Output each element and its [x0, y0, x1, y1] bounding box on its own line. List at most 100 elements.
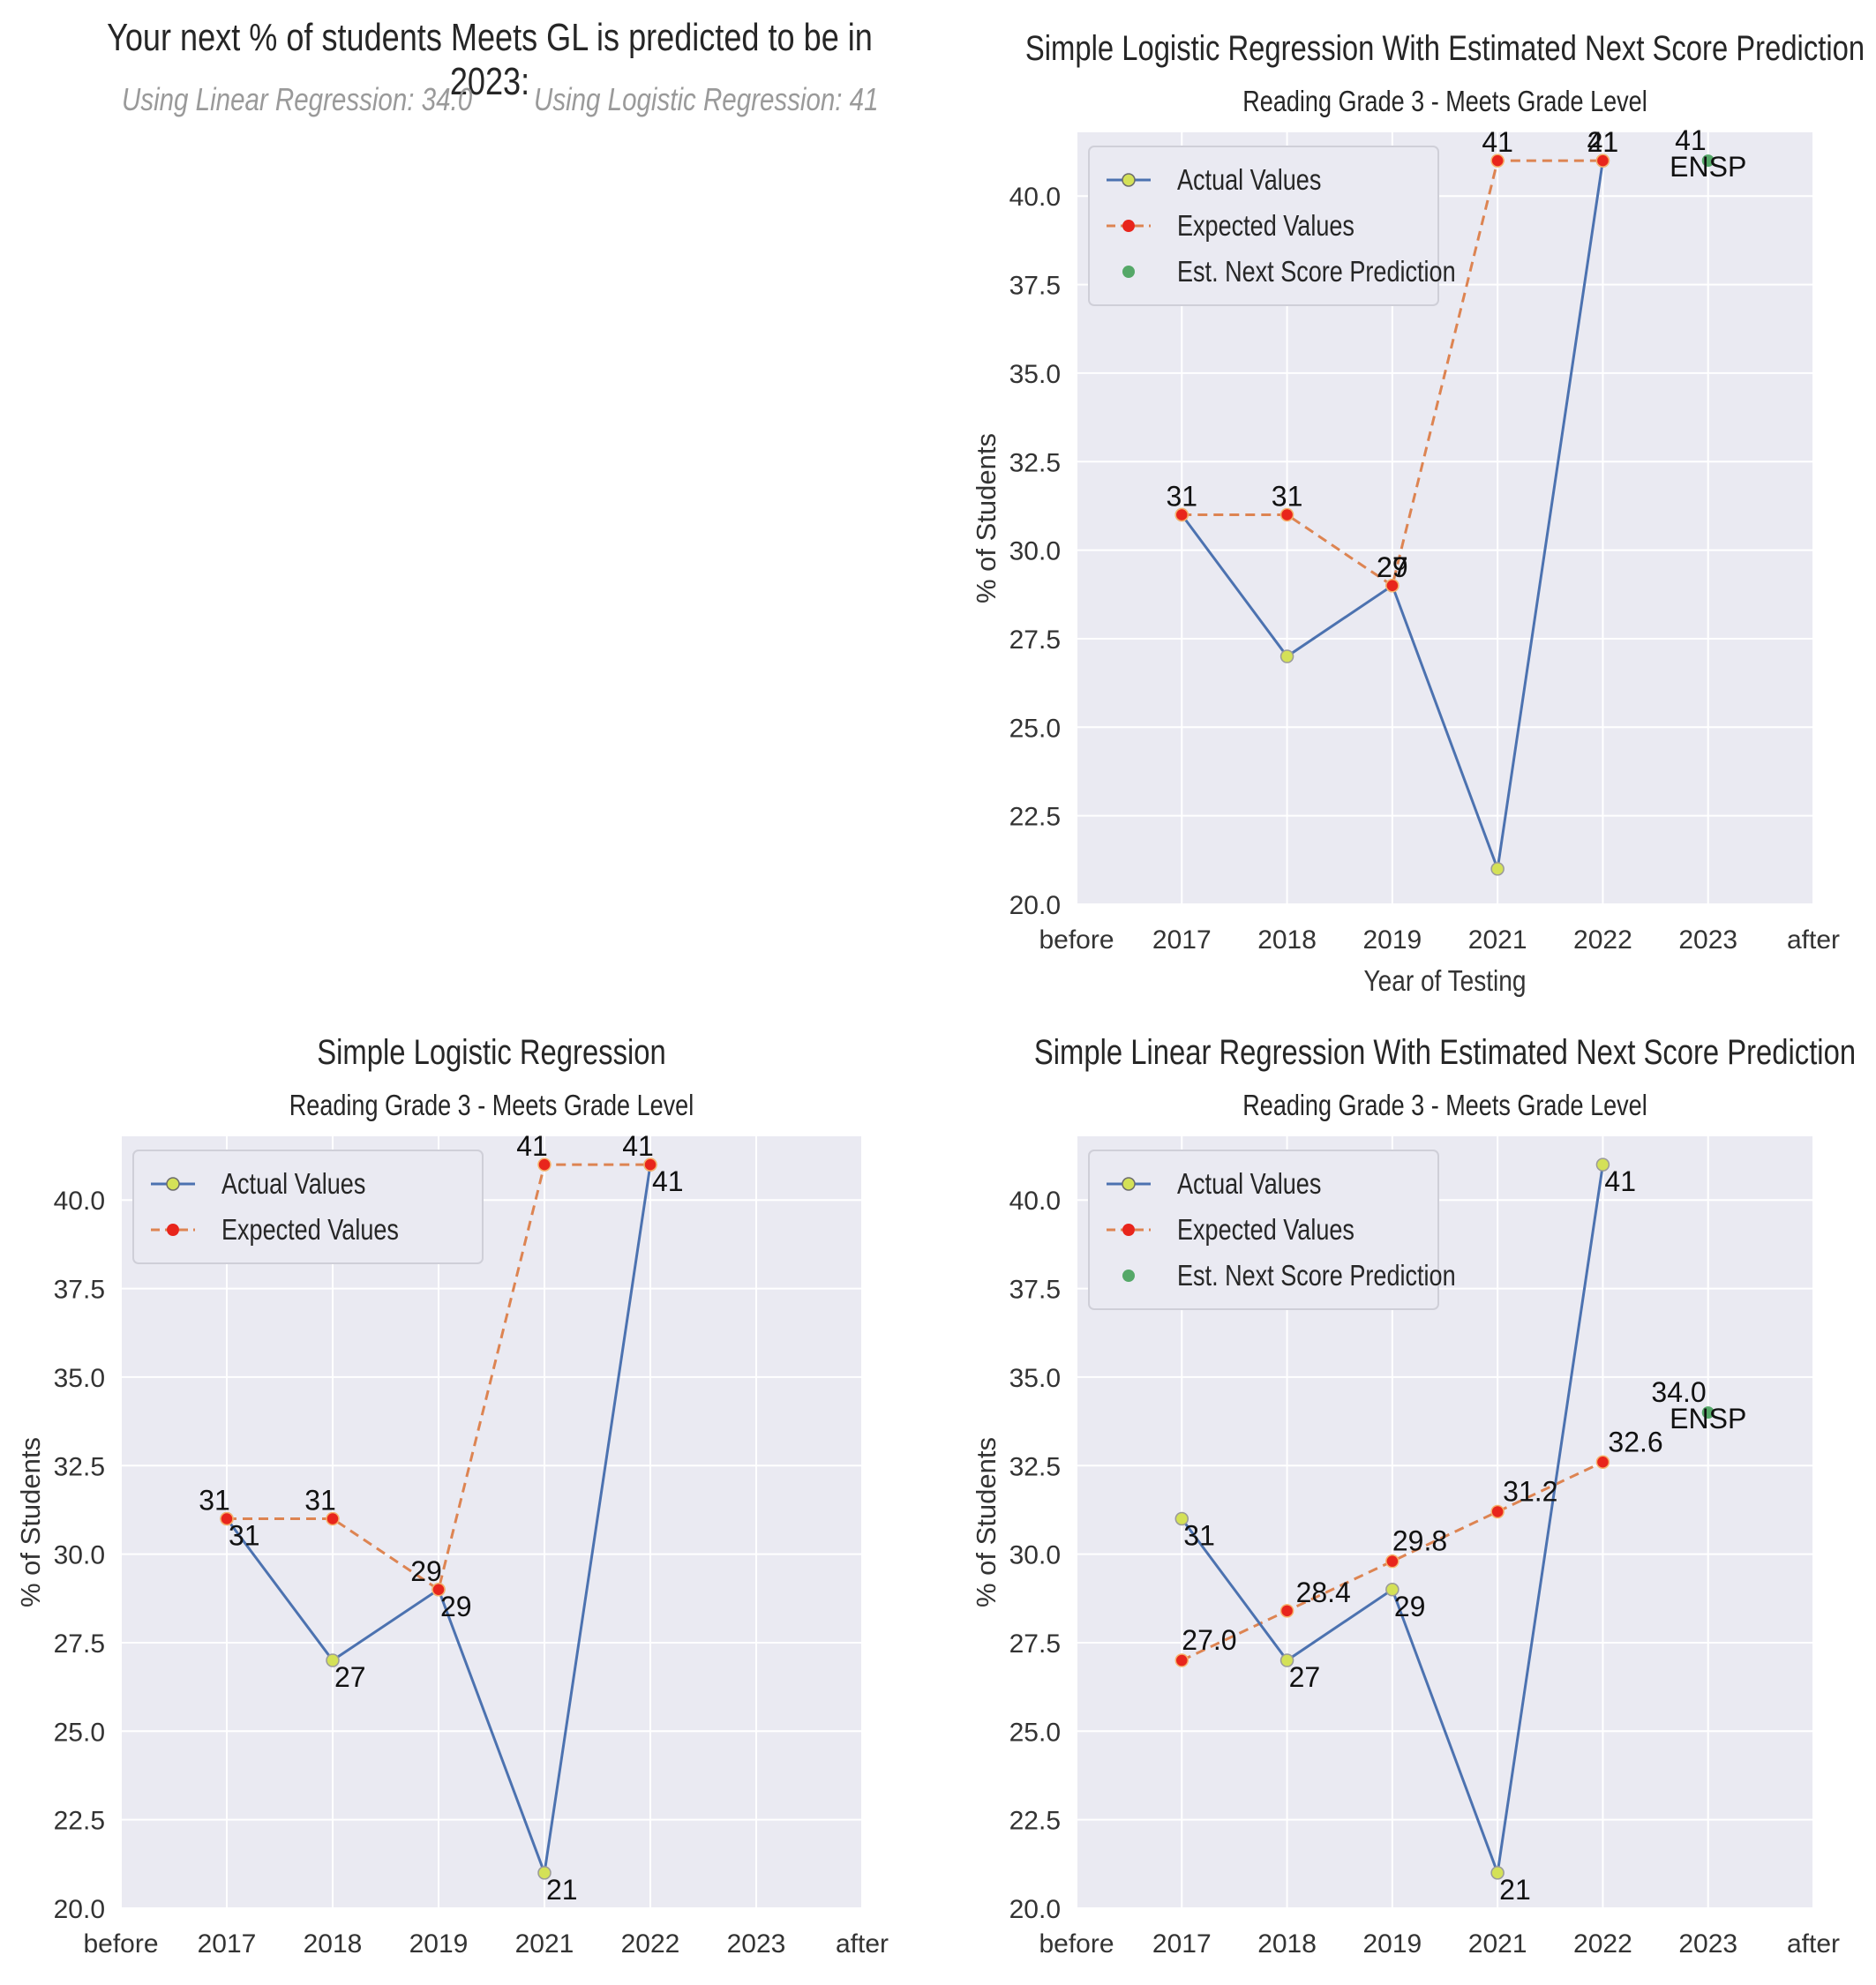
prediction-tag-label: ENSP: [1670, 151, 1746, 183]
expected-value-label: 41: [1587, 126, 1619, 158]
expected-value-label: 29.8: [1392, 1525, 1447, 1557]
y-axis-label: % of Students: [971, 1437, 1002, 1607]
actual-value-label: 29: [1394, 1591, 1426, 1622]
y-tick-label: 40.0: [1009, 183, 1061, 212]
actual-value-point: [1279, 649, 1294, 663]
y-tick-label: 35.0: [1009, 1364, 1061, 1393]
x-tick-label: 2018: [1257, 1929, 1317, 1959]
legend-label: Actual Values: [1177, 1169, 1321, 1201]
actual-value-label: 21: [1587, 126, 1619, 158]
y-tick-label: 22.5: [54, 1807, 105, 1836]
x-tick-label: after: [1787, 1929, 1840, 1959]
legend: Actual Values Expected Values Est. Next Sc…: [1088, 146, 1456, 306]
chart-subtitle: Reading Grade 3 - Meets Grade Level: [289, 1090, 694, 1122]
y-axis-label: % of Students: [15, 1437, 46, 1607]
x-tick-label: after: [836, 1929, 889, 1959]
legend-marker-prediction: [1122, 266, 1135, 278]
expected-value-point: [1595, 154, 1610, 168]
y-tick-label: 27.5: [1009, 1629, 1061, 1659]
y-tick-label: 35.0: [54, 1364, 105, 1393]
legend: Actual Values Expected Values: [132, 1150, 484, 1264]
actual-value-label: 31: [229, 1519, 260, 1551]
expected-value-point: [1279, 1604, 1294, 1618]
logistic-basic-chart: Simple Logistic Regression Reading Grade …: [15, 1032, 889, 1959]
linear-prediction-chart: Simple Linear Regression With Estimated …: [971, 1032, 1856, 1959]
legend-box: [1088, 146, 1439, 306]
legend-marker-prediction: [1122, 1270, 1135, 1282]
y-tick-label: 30.0: [1009, 537, 1061, 566]
expected-value-point: [1490, 1504, 1505, 1519]
legend-label: Actual Values: [221, 1169, 365, 1201]
legend-marker-actual: [1122, 173, 1136, 187]
legend-label: Expected Values: [1177, 211, 1354, 243]
expected-value-point: [1174, 507, 1189, 522]
logistic-prediction-chart: Simple Logistic Regression With Estimate…: [971, 28, 1865, 998]
legend-box: [132, 1150, 484, 1264]
prediction-value-label: 41: [1675, 124, 1707, 156]
actual-value-label: 31: [1183, 1519, 1215, 1551]
y-tick-label: 22.5: [1009, 803, 1061, 832]
x-tick-label: after: [1787, 925, 1840, 955]
y-tick-label: 37.5: [1009, 1276, 1061, 1305]
actual-value-point: [1279, 1653, 1294, 1667]
legend: Actual Values Expected Values Est. Next Sc…: [1088, 1150, 1456, 1310]
x-tick-label: before: [83, 1929, 158, 1959]
y-tick-label: 37.5: [1009, 272, 1061, 301]
expected-value-point: [1279, 507, 1294, 522]
chart-title: Simple Logistic Regression With Estimate…: [1025, 28, 1865, 68]
x-axis-label: Year of Testing: [1364, 965, 1527, 998]
actual-value-point: [1174, 1511, 1189, 1526]
expected-value-label: 32.6: [1608, 1426, 1662, 1457]
legend-marker-expected: [1122, 1224, 1135, 1236]
x-tick-label: 2017: [1152, 1929, 1212, 1959]
expected-value-label: 27.0: [1182, 1624, 1236, 1656]
y-tick-label: 20.0: [54, 1895, 105, 1924]
expected-value-point: [326, 1511, 340, 1526]
y-tick-label: 30.0: [54, 1541, 105, 1570]
x-tick-label: 2019: [409, 1929, 469, 1959]
actual-value-label: 21: [1499, 1874, 1531, 1906]
x-tick-label: 2021: [1468, 925, 1527, 955]
actual-value-point: [1385, 1583, 1399, 1597]
actual-value-label: 27: [1377, 551, 1408, 583]
expected-values-line: [1181, 1460, 1604, 1662]
y-tick-label: 20.0: [1009, 891, 1061, 920]
y-tick-label: 22.5: [1009, 1807, 1061, 1836]
expected-value-point: [1385, 1554, 1399, 1569]
x-tick-label: 2023: [1678, 925, 1737, 955]
y-tick-label: 32.5: [1009, 448, 1061, 477]
y-tick-label: 25.0: [1009, 1718, 1061, 1747]
actual-value-label: 21: [546, 1874, 578, 1906]
plot-area: [121, 1136, 862, 1908]
expected-value-label: 31.2: [1503, 1475, 1557, 1507]
y-tick-label: 30.0: [1009, 1541, 1061, 1570]
actual-value-point: [326, 1653, 340, 1667]
actual-value-point: [1595, 1157, 1610, 1172]
y-tick-label: 27.5: [1009, 625, 1061, 655]
prediction-point: [1701, 1406, 1715, 1419]
y-tick-label: 37.5: [54, 1276, 105, 1305]
x-tick-label: 2018: [1257, 925, 1317, 955]
expected-value-label: 31: [304, 1484, 336, 1516]
chart-title: Simple Linear Regression With Estimated …: [1034, 1032, 1856, 1072]
expected-value-label: 41: [1482, 126, 1513, 158]
actual-value-point: [1490, 1866, 1505, 1880]
expected-values-line: [1182, 159, 1603, 588]
actual-value-label: 27: [1289, 1661, 1321, 1693]
prediction-point: [1701, 154, 1715, 168]
expected-value-point: [1385, 579, 1399, 593]
legend-label: Actual Values: [1177, 165, 1321, 197]
y-tick-label: 20.0: [1009, 1895, 1061, 1924]
expected-value-label: 31: [1272, 480, 1303, 512]
expected-values-line: [227, 1163, 650, 1592]
x-tick-label: 2022: [1573, 925, 1632, 955]
legend-marker-actual: [166, 1177, 180, 1191]
legend-marker-expected: [1122, 220, 1135, 232]
x-tick-label: 2019: [1362, 1929, 1422, 1959]
actual-value-label: 41: [652, 1165, 684, 1197]
legend-label: Est. Next Score Prediction: [1177, 257, 1456, 288]
y-tick-label: 32.5: [1009, 1452, 1061, 1481]
actual-value-label: 41: [1604, 1165, 1636, 1197]
x-tick-label: 2019: [1362, 925, 1422, 955]
